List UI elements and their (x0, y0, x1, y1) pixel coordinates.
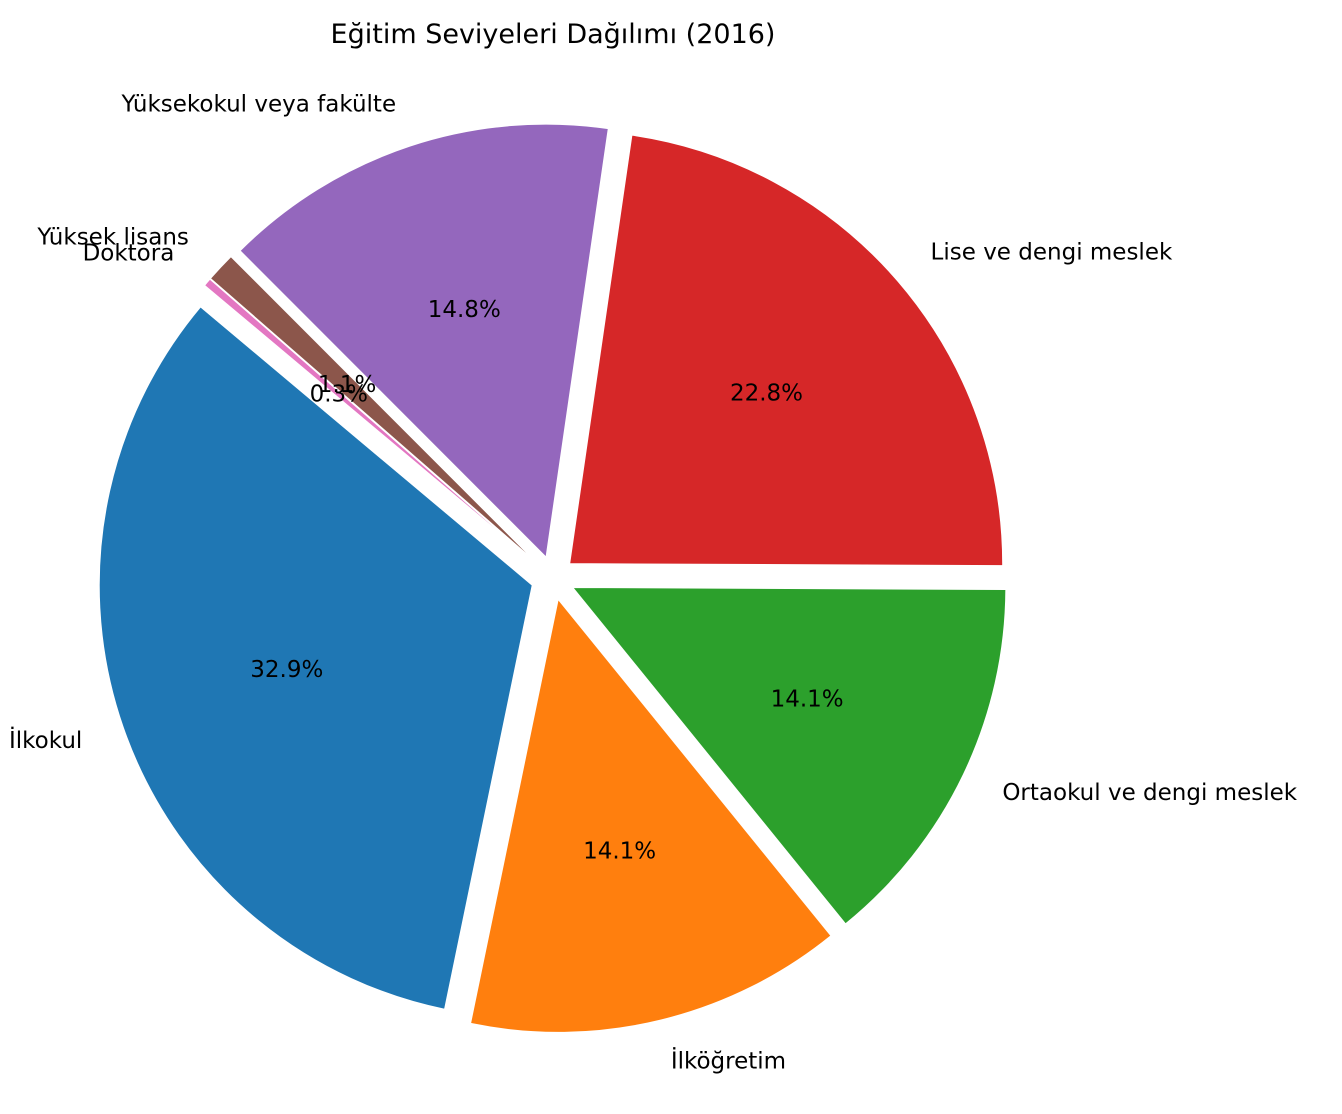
pie-slice-yuksekokul-veya-fakulte (239, 123, 609, 559)
chart-title: Eğitim Seviyeleri Dağılımı (2016) (331, 19, 776, 50)
slice-percent-ortaokul-ve-dengi-meslek: 14.1% (771, 686, 844, 712)
pie-slices (98, 123, 1007, 1033)
pie-slice-ortaokul-ve-dengi-meslek (571, 587, 1007, 925)
slice-percent-ilkogretim: 14.1% (583, 838, 656, 864)
pie-slice-lise-ve-dengi-meslek (569, 134, 1004, 567)
slice-label-yuksekokul-veya-fakulte: Yüksekokul veya fakülte (120, 92, 396, 118)
slice-percent-lise-ve-dengi-meslek: 22.8% (730, 381, 803, 407)
slice-label-doktora: Doktora (83, 241, 175, 267)
slice-label-ilkokul: İlkokul (9, 726, 82, 754)
slice-percent-yuksekokul-veya-fakulte: 14.8% (428, 297, 501, 323)
slice-label-ortaokul-ve-dengi-meslek: Ortaokul ve dengi meslek (1002, 780, 1297, 806)
slice-label-ilkogretim: İlköğretim (671, 1047, 786, 1075)
pie-slice-yuksek-lisans (209, 255, 538, 564)
slice-label-yuksek-lisans: Yüksek lisans (36, 224, 189, 250)
pie-slice-doktora (203, 278, 537, 565)
pie-slice-ilkogretim (469, 598, 832, 1033)
slice-label-lise-ve-dengi-meslek: Lise ve dengi meslek (931, 239, 1173, 265)
slice-percent-ilkokul: 32.9% (250, 657, 323, 683)
slice-percent-doktora: 0.3% (310, 381, 368, 407)
slice-percent-yuksek-lisans: 1.1% (318, 372, 376, 398)
pie-slice-ilkokul (98, 306, 533, 1010)
pie-labels: İlkokul 32.9% İlköğretim 14.1% Ortaokul ve d… (9, 92, 1298, 1075)
